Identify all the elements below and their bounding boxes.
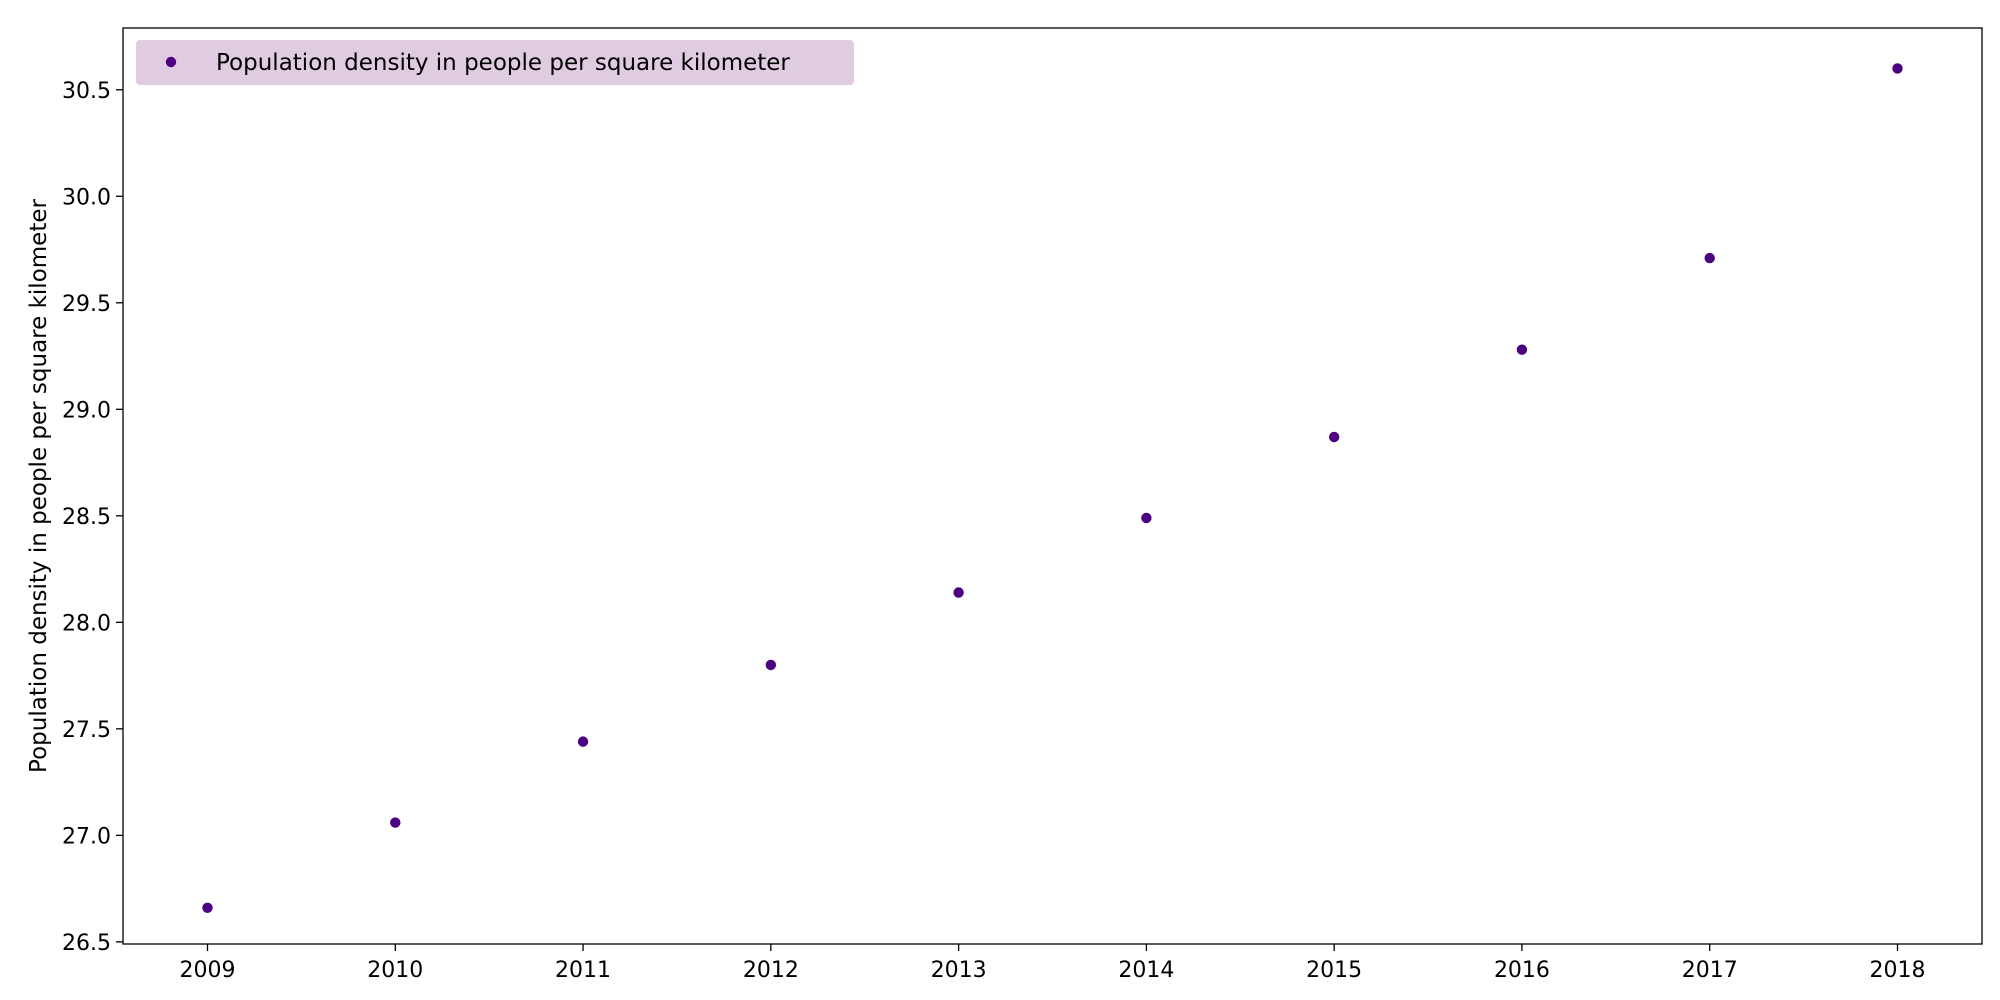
legend-box <box>136 40 854 85</box>
x-tick-label: 2015 <box>1306 958 1362 983</box>
x-tick-label: 2013 <box>931 958 987 983</box>
y-tick-label: 29.5 <box>62 292 111 317</box>
data-point <box>390 817 401 828</box>
y-axis-label: Population density in people per square … <box>26 199 52 773</box>
y-tick-label: 27.0 <box>62 824 111 849</box>
data-point <box>1704 252 1715 264</box>
legend-marker <box>165 56 177 68</box>
data-point <box>953 587 964 598</box>
data-points <box>202 63 1903 913</box>
y-tick-label: 26.5 <box>62 931 111 956</box>
x-tick-label: 2009 <box>180 958 236 983</box>
data-point <box>1892 63 1903 74</box>
x-tick-label: 2016 <box>1494 958 1550 983</box>
y-tick-label: 27.5 <box>62 718 111 743</box>
x-tick-label: 2011 <box>555 958 611 983</box>
data-point <box>765 659 777 671</box>
y-tick-label: 30.5 <box>62 79 111 104</box>
x-tick-label: 2014 <box>1118 958 1174 983</box>
legend: Population density in people per square … <box>136 40 854 85</box>
x-tick-label: 2018 <box>1870 958 1926 983</box>
data-point <box>202 902 213 913</box>
y-axis: 26.5 27.0 27.5 28.0 28.5 29.0 29.5 30.0 30.5 <box>62 79 123 956</box>
data-point <box>1141 512 1152 524</box>
x-axis: 2009 2010 2011 2012 2013 2014 2015 2016 2017 2018 <box>180 944 1926 983</box>
legend-label: Population density in people per square … <box>216 50 790 76</box>
data-point <box>1516 344 1528 355</box>
y-tick-label: 28.5 <box>62 505 111 530</box>
y-tick-label: 29.0 <box>62 398 111 423</box>
data-point <box>1328 431 1340 443</box>
x-tick-label: 2017 <box>1682 958 1738 983</box>
y-tick-label: 28.0 <box>62 611 111 636</box>
y-tick-label: 30.0 <box>62 185 111 210</box>
plot-area <box>122 27 1983 945</box>
x-tick-label: 2012 <box>743 958 799 983</box>
x-tick-label: 2010 <box>367 958 423 983</box>
data-point <box>577 736 589 747</box>
